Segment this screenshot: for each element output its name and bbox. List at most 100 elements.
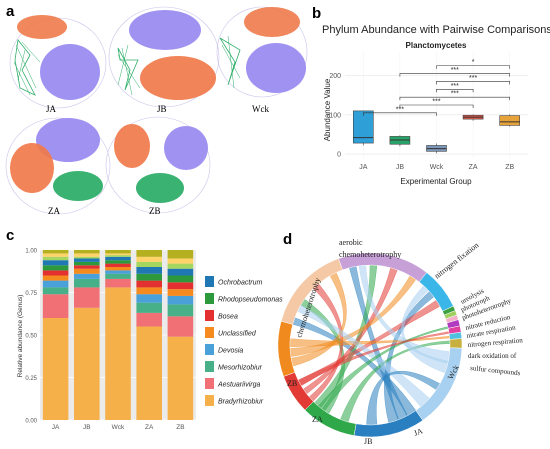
network-zb: ZB xyxy=(105,116,211,216)
legend-swatch xyxy=(205,293,214,304)
bar-segment xyxy=(74,256,100,259)
legend-label: Aestuariivirga xyxy=(217,382,261,389)
bar-segment xyxy=(167,258,194,264)
bar-segment xyxy=(167,250,194,259)
legend-label: Devosia xyxy=(218,348,243,355)
legend-label: Mesorhizobiur xyxy=(218,365,263,372)
bar-segment xyxy=(74,307,100,420)
chart-c-ylabel: Relative abundance (Genus) xyxy=(17,295,24,378)
bar-segment xyxy=(136,326,162,420)
network-label-zb: ZB xyxy=(149,206,161,216)
panel-b: b Phylum Abundance with Pairwise Compari… xyxy=(312,5,550,186)
chart-b-ylabel: Abundance Value xyxy=(323,78,332,141)
legend-swatch xyxy=(205,344,214,355)
legend-label: Ochrobactrum xyxy=(218,280,263,287)
x-tick-label: ZA xyxy=(145,424,154,431)
bar-segment xyxy=(74,265,100,269)
sig-bracket xyxy=(436,81,510,85)
chart-b-title: Phylum Abundance with Pairwise Compariso… xyxy=(322,24,550,36)
bar-segment xyxy=(74,261,100,266)
bar-segment xyxy=(136,261,162,267)
chart-b-subtitle: Planctomycetes xyxy=(406,41,467,50)
legend-c: Ochrobactrum Rhodopseudomonas Bosea Unclass… xyxy=(205,276,283,406)
legend-swatch xyxy=(205,276,214,287)
module-orange xyxy=(114,124,150,168)
label-ja: JA xyxy=(413,426,425,438)
bar-segment xyxy=(42,287,69,295)
bar-segment xyxy=(105,260,131,264)
label-aerobic-2: chemoheterotrophy xyxy=(339,250,401,259)
y-tick-label: 0.00 xyxy=(25,418,37,424)
network-wck: Wck xyxy=(216,6,308,114)
bar-segment xyxy=(136,250,162,257)
bar-segment xyxy=(167,263,194,269)
bar-segment xyxy=(105,278,131,288)
label-jb: JB xyxy=(364,437,372,446)
bar-segment xyxy=(167,336,194,420)
panel-b-label: b xyxy=(312,5,321,22)
label-dark2: sulfur compounds xyxy=(470,364,521,377)
bar-segment xyxy=(74,268,100,274)
bar-segment xyxy=(136,312,162,327)
bar-segment xyxy=(74,287,100,308)
bar-segment xyxy=(42,275,69,281)
legend-swatch xyxy=(205,327,214,338)
bar-segment xyxy=(42,318,69,420)
bar-segment xyxy=(105,273,131,279)
label-dark1: dark oxidation of xyxy=(468,352,517,360)
network-label-wck: Wck xyxy=(252,104,269,114)
panel-d-label: d xyxy=(283,231,292,248)
module-purple xyxy=(129,10,201,50)
label-nfix: nitrogen fixation xyxy=(433,241,481,281)
x-tick-label: Wck xyxy=(430,164,444,171)
sig-bracket xyxy=(399,104,474,108)
bar-segment xyxy=(42,294,69,318)
chart-b-xlabel: Experimental Group xyxy=(400,177,472,186)
module-green xyxy=(14,39,36,96)
network-label-jb: JB xyxy=(157,104,167,114)
panel-c: c Relative abundance (Genus) 0.00 0.25 0.5… xyxy=(6,227,283,431)
panel-a-label: a xyxy=(6,3,15,20)
sig-label: *** xyxy=(451,91,459,98)
network-za: ZA xyxy=(5,117,111,216)
label-za: ZA xyxy=(312,415,323,424)
network-ja: JA xyxy=(9,15,107,114)
bar-segment xyxy=(167,316,194,337)
sig-bracket xyxy=(399,96,510,101)
bar-segment xyxy=(42,265,69,271)
x-tick-label: JB xyxy=(83,424,91,431)
bar-segment xyxy=(74,253,100,257)
module-orange xyxy=(17,15,67,39)
module-purple xyxy=(36,118,100,162)
bar-segment xyxy=(42,253,69,257)
sig-label: *** xyxy=(451,83,459,90)
module-orange xyxy=(10,143,54,193)
bar-segment xyxy=(105,270,131,274)
panel-a: a JA JB Wck xyxy=(5,3,308,216)
module-orange xyxy=(244,7,300,37)
stacked-bar-area: 0.00 0.25 0.50 0.75 1.00 JA JB Wck ZA ZB xyxy=(25,248,196,431)
bar-segment xyxy=(74,250,100,254)
legend-swatch xyxy=(205,361,214,372)
network-label-za: ZA xyxy=(48,206,60,216)
x-tick-label: ZA xyxy=(469,164,478,171)
label-zb: ZB xyxy=(287,379,297,388)
bar-segment xyxy=(105,256,131,261)
sig-label: *** xyxy=(469,75,477,82)
bar-segment xyxy=(105,250,131,254)
module-purple xyxy=(164,126,208,170)
bar-segment xyxy=(167,275,194,283)
legend-label: Bradyrhizobiur xyxy=(218,399,264,406)
legend-swatch xyxy=(205,310,214,321)
legend-label: Rhodopseudomonas xyxy=(218,297,283,304)
module-green xyxy=(117,47,139,91)
bar-segment xyxy=(42,270,69,276)
chord-arc xyxy=(449,338,463,349)
y-tick-label: 0.25 xyxy=(25,376,37,382)
bar-segment xyxy=(74,258,100,262)
x-tick-label: JA xyxy=(359,164,368,171)
chord-arc xyxy=(415,347,463,421)
bar-segment xyxy=(136,273,162,281)
bar-segment xyxy=(136,294,162,303)
